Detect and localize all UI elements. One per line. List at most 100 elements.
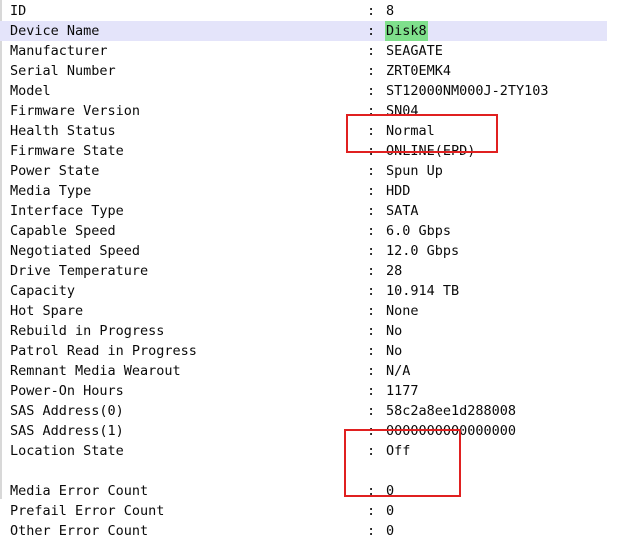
- property-label: Negotiated Speed: [10, 243, 141, 259]
- property-separator: :: [367, 243, 376, 259]
- property-row[interactable]: Remnant Media Wearout: N/A: [2, 361, 628, 381]
- property-value: HDD: [386, 183, 411, 199]
- property-separator: :: [367, 163, 376, 179]
- property-value: Disk8: [385, 21, 428, 41]
- property-value: No: [386, 343, 403, 359]
- property-row[interactable]: Media Error Count:0: [2, 481, 628, 501]
- property-value: 28: [386, 263, 403, 279]
- property-value: 12.0 Gbps: [386, 243, 460, 259]
- property-separator: :: [367, 23, 376, 39]
- property-separator: :: [367, 483, 376, 499]
- property-separator: :: [367, 63, 376, 79]
- property-label: SAS Address(0): [10, 403, 124, 419]
- property-row[interactable]: Interface Type: SATA: [2, 201, 628, 221]
- property-label: ID: [10, 3, 27, 19]
- property-label: Location State: [10, 443, 124, 459]
- property-label: Capacity: [10, 283, 76, 299]
- property-separator: :: [367, 303, 376, 319]
- property-value: Spun Up: [386, 163, 443, 179]
- property-row[interactable]: Serial Number: ZRT0EMK4: [2, 61, 628, 81]
- property-value: SEAGATE: [386, 43, 443, 59]
- property-separator: :: [367, 83, 376, 99]
- property-value: ST12000NM000J-2TY103: [386, 83, 549, 99]
- property-row[interactable]: Power State: Spun Up: [2, 161, 628, 181]
- disk-information-panel: ID:8 Device Name: Disk8 Manufacturer: SEAGAT…: [0, 0, 607, 539]
- property-separator: :: [367, 423, 376, 439]
- property-row[interactable]: Device Name: Disk8: [0, 21, 628, 41]
- property-separator: :: [367, 363, 376, 379]
- property-row[interactable]: Other Error Count:0: [2, 521, 628, 541]
- property-separator: :: [367, 343, 376, 359]
- property-separator: :: [367, 103, 376, 119]
- property-row[interactable]: Power-On Hours:1177: [2, 381, 628, 401]
- property-row[interactable]: Model: ST12000NM000J-2TY103: [2, 81, 628, 101]
- property-label: Device Name: [10, 23, 100, 39]
- property-row[interactable]: Negotiated Speed:12.0 Gbps: [2, 241, 628, 261]
- property-row[interactable]: SAS Address(0):58c2a8ee1d288008: [2, 401, 628, 421]
- property-value: 0: [386, 503, 395, 519]
- property-label: Model: [10, 83, 51, 99]
- property-label: SAS Address(1): [10, 423, 124, 439]
- property-label: Power State: [10, 163, 100, 179]
- property-value: None: [386, 303, 419, 319]
- property-row[interactable]: Manufacturer: SEAGATE: [2, 41, 628, 61]
- property-value: ZRT0EMK4: [386, 63, 452, 79]
- property-separator: :: [367, 403, 376, 419]
- property-row[interactable]: Firmware Version: SN04: [2, 101, 628, 121]
- property-value: 0: [386, 483, 395, 499]
- property-row[interactable]: Capable Speed:6.0 Gbps: [2, 221, 628, 241]
- property-row[interactable]: Hot Spare: None: [2, 301, 628, 321]
- property-row[interactable]: Capacity:10.914 TB: [2, 281, 628, 301]
- property-row[interactable]: SAS Address(1):0000000000000000: [2, 421, 628, 441]
- property-label: Prefail Error Count: [10, 503, 165, 519]
- property-separator: :: [367, 503, 376, 519]
- property-separator: :: [367, 43, 376, 59]
- property-label: Patrol Read in Progress: [10, 343, 197, 359]
- property-separator: :: [367, 183, 376, 199]
- property-separator: :: [367, 283, 376, 299]
- property-row[interactable]: Drive Temperature:28: [2, 261, 628, 281]
- property-label: Capable Speed: [10, 223, 116, 239]
- property-row[interactable]: Patrol Read in Progress: No: [2, 341, 628, 361]
- spacer-row: [2, 461, 628, 481]
- property-label: Hot Spare: [10, 303, 84, 319]
- property-label: Remnant Media Wearout: [10, 363, 181, 379]
- property-row[interactable]: ID:8: [2, 1, 628, 21]
- property-value: SN04: [386, 103, 419, 119]
- property-separator: :: [367, 143, 376, 159]
- property-separator: :: [367, 263, 376, 279]
- property-label: Firmware State: [10, 143, 124, 159]
- property-row[interactable]: Firmware State: ONLINE(EPD): [2, 141, 628, 161]
- property-separator: :: [367, 223, 376, 239]
- property-separator: :: [367, 123, 376, 139]
- property-value: 8: [386, 3, 395, 19]
- property-row[interactable]: Location State: Off: [2, 441, 628, 461]
- property-value: SATA: [386, 203, 419, 219]
- property-value: ONLINE(EPD): [386, 143, 476, 159]
- property-label: Media Type: [10, 183, 92, 199]
- property-value: 1177: [386, 383, 419, 399]
- property-label: Rebuild in Progress: [10, 323, 165, 339]
- property-row[interactable]: Rebuild in Progress: No: [2, 321, 628, 341]
- property-row[interactable]: Prefail Error Count:0: [2, 501, 628, 521]
- property-row[interactable]: Media Type: HDD: [2, 181, 628, 201]
- property-label: Other Error Count: [10, 523, 149, 539]
- property-separator: :: [367, 523, 376, 539]
- property-row[interactable]: Health Status: Normal: [2, 121, 628, 141]
- property-value: 0: [386, 523, 395, 539]
- property-separator: :: [367, 3, 376, 19]
- property-label: Manufacturer: [10, 43, 108, 59]
- property-separator: :: [367, 323, 376, 339]
- property-value: Normal: [386, 123, 435, 139]
- property-label: Media Error Count: [10, 483, 149, 499]
- property-label: Drive Temperature: [10, 263, 149, 279]
- property-label: Serial Number: [10, 63, 116, 79]
- property-value: No: [386, 323, 403, 339]
- property-value: 10.914 TB: [386, 283, 460, 299]
- property-value: Off: [386, 443, 411, 459]
- property-separator: :: [367, 443, 376, 459]
- property-label: Health Status: [10, 123, 116, 139]
- property-separator: :: [367, 383, 376, 399]
- property-separator: :: [367, 203, 376, 219]
